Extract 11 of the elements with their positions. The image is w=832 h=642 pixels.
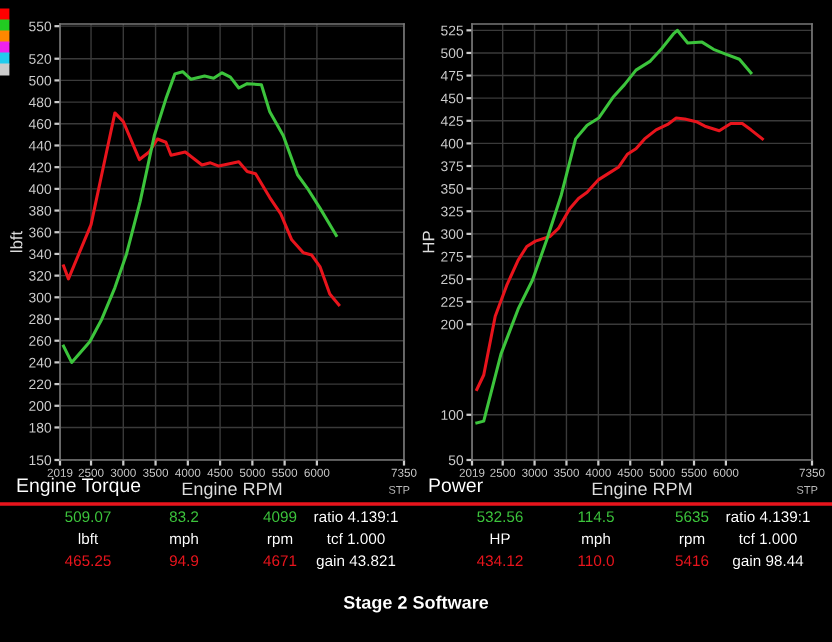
y-axis-title: HP bbox=[422, 231, 435, 253]
line-series bbox=[475, 116, 764, 391]
x-axis-title: Engine RPM bbox=[592, 481, 692, 499]
y-axis-title: lbft bbox=[10, 231, 23, 252]
line-series bbox=[475, 28, 753, 425]
x-axis-title: Engine RPM bbox=[182, 481, 282, 499]
line-series bbox=[62, 111, 341, 307]
text: Power bbox=[429, 478, 483, 493]
text: Engine Torque bbox=[17, 477, 141, 496]
line-series bbox=[62, 70, 338, 364]
text: Stage 2 Software bbox=[343, 595, 489, 613]
